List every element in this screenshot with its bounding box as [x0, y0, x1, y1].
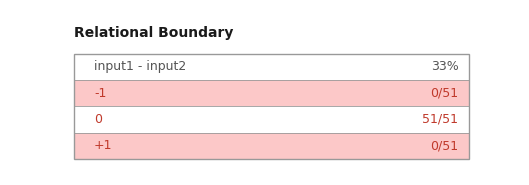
Text: input1 - input2: input1 - input2 [94, 60, 186, 73]
Text: 0: 0 [94, 113, 102, 126]
Text: 51/51: 51/51 [423, 113, 459, 126]
Text: Relational Boundary: Relational Boundary [74, 26, 233, 41]
Text: -1: -1 [94, 87, 106, 100]
Text: 0/51: 0/51 [431, 87, 459, 100]
Bar [74, 53, 469, 159]
Bar [74, 53, 469, 80]
Text: 0/51: 0/51 [431, 139, 459, 152]
Text: 33%: 33% [431, 60, 459, 73]
Bar [74, 133, 469, 159]
Text: +1: +1 [94, 139, 113, 152]
Bar [74, 80, 469, 106]
Bar [74, 106, 469, 133]
